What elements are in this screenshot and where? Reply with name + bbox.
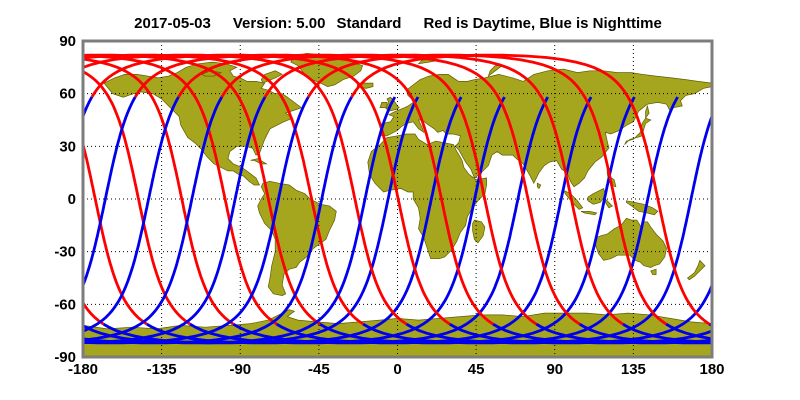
daytime-track xyxy=(350,53,711,326)
x-axis-tick-labels: -180 -135 -90 -45 0 45 90 135 180 xyxy=(68,361,725,378)
nighttime-track xyxy=(146,96,463,345)
nighttime-track xyxy=(83,96,180,333)
landmass-new-zealand xyxy=(686,259,706,281)
landmass-tasmania xyxy=(650,268,657,275)
nighttime-track xyxy=(83,96,353,345)
y-tick-label: -60 xyxy=(54,296,76,313)
landmass-sri-lanka xyxy=(536,182,542,190)
y-tick-label: 60 xyxy=(59,86,76,103)
nighttime-track xyxy=(362,96,679,345)
daytime-track xyxy=(83,139,148,326)
nighttime-track xyxy=(319,96,636,345)
x-tick-label: 90 xyxy=(546,361,563,378)
nighttime-track xyxy=(0,97,5,343)
gridlines-layer xyxy=(83,41,712,357)
nighttime-track xyxy=(0,97,49,343)
nighttime-track xyxy=(449,281,712,345)
daytime-track xyxy=(83,300,105,326)
x-tick-label: 0 xyxy=(393,361,401,378)
landmass-japan xyxy=(624,117,652,145)
landmass-sakhalin xyxy=(645,104,650,120)
nighttime-track xyxy=(83,96,310,345)
landmass-madagascar xyxy=(472,219,486,244)
nighttime-track xyxy=(189,96,506,345)
plot-frame xyxy=(81,39,714,359)
x-tick-label: -180 xyxy=(68,361,98,378)
nighttime-track xyxy=(232,96,550,345)
nighttime-track xyxy=(83,96,267,345)
x-tick-label: 45 xyxy=(468,361,485,378)
x-tick-label: 180 xyxy=(699,361,724,378)
landmass-ireland xyxy=(379,102,388,109)
landmass-north-america xyxy=(103,61,303,186)
y-axis-tick-labels: 90 60 30 0 -30 -60 -90 xyxy=(54,33,76,366)
landmass-new-guinea xyxy=(626,200,659,216)
x-tick-label: -90 xyxy=(229,361,251,378)
nighttime-track xyxy=(102,96,420,345)
landmass-sulawesi xyxy=(605,198,613,209)
nighttime-track xyxy=(83,96,224,342)
nighttime-track xyxy=(405,112,712,345)
orbit-tracks-layer xyxy=(0,53,712,345)
landmass-java xyxy=(580,210,598,216)
y-tick-label: 30 xyxy=(59,138,76,155)
y-tick-label: 90 xyxy=(59,33,76,50)
plot-title: 2017-05-03 Version: 5.00 Standard Red is Da… xyxy=(134,15,662,32)
nighttime-track xyxy=(83,96,137,289)
landmass-australia xyxy=(594,217,667,268)
daytime-track xyxy=(0,55,37,324)
y-tick-label: 0 xyxy=(68,191,76,208)
x-tick-label: -45 xyxy=(308,361,330,378)
y-tick-label: -30 xyxy=(54,244,76,261)
title-product-type: Standard xyxy=(336,15,401,32)
daytime-track xyxy=(83,57,235,326)
daytime-track xyxy=(83,70,191,326)
x-tick-label: -135 xyxy=(147,361,177,378)
title-date: 2017-05-03 xyxy=(134,15,211,32)
daytime-track xyxy=(83,54,278,326)
nighttime-track xyxy=(83,96,397,345)
landmass-cuba xyxy=(250,158,268,165)
nighttime-track xyxy=(83,96,94,121)
title-version: Version: 5.00 xyxy=(233,15,326,32)
title-color-legend: Red is Daytime, Blue is Nighttime xyxy=(423,15,661,32)
y-tick-label: -90 xyxy=(54,349,76,366)
nighttime-track xyxy=(275,96,593,345)
nighttime-track xyxy=(708,322,712,328)
nighttime-track xyxy=(492,322,712,345)
x-tick-label: 135 xyxy=(621,361,646,378)
